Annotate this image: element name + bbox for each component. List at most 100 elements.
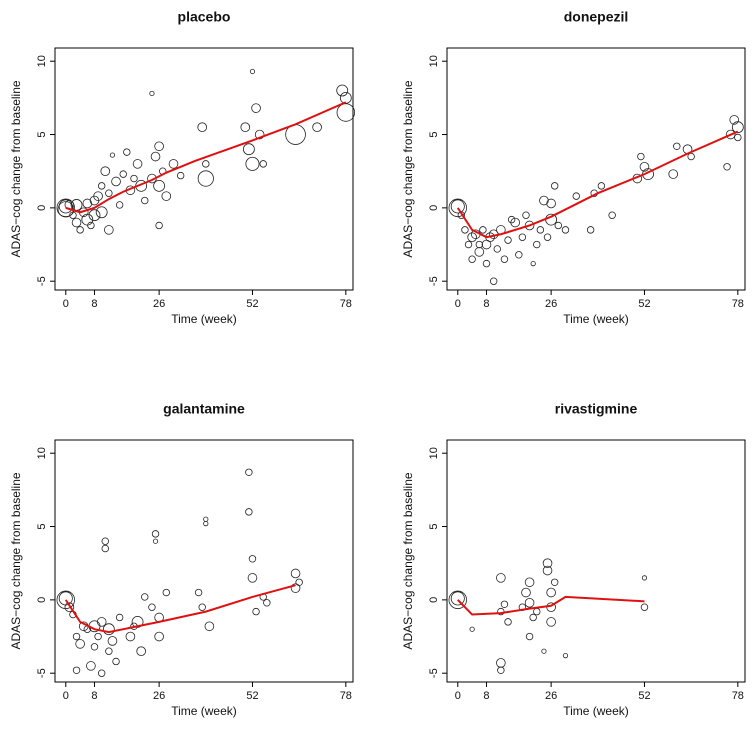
bubble <box>90 643 99 651</box>
bubble <box>251 103 261 113</box>
bubble <box>290 583 301 593</box>
bubble <box>524 577 535 588</box>
bubble <box>198 603 206 611</box>
panel: galantamine 0 8 26 52 78 -5 0 5 10 Time (week) ADAS… <box>9 401 354 718</box>
bubble <box>493 245 501 253</box>
bubble <box>448 198 467 218</box>
y-tick-label: -5 <box>36 668 48 678</box>
bubble <box>132 159 143 169</box>
bubble <box>551 578 559 586</box>
bubble <box>245 508 253 516</box>
plot-frame <box>54 47 354 291</box>
panel: rivastigmine 0 8 26 52 78 -5 0 5 10 Time (week) ADA… <box>401 401 746 718</box>
bubble <box>562 652 569 659</box>
bubble <box>123 148 131 156</box>
y-tick-label: -5 <box>428 668 440 678</box>
bubble <box>687 152 695 161</box>
bubble <box>450 199 465 214</box>
bubble <box>101 544 109 553</box>
panel: placebo 0 8 26 52 78 -5 0 5 10 Time (week) ADAS−cog… <box>9 9 356 326</box>
y-tick-label: -5 <box>428 276 440 286</box>
y-tick-label: 10 <box>428 55 440 67</box>
bubble <box>450 591 465 606</box>
bubble <box>673 142 681 150</box>
bubble <box>149 90 155 97</box>
x-tick-label: 26 <box>153 690 165 702</box>
bubble <box>336 103 356 122</box>
bubble <box>248 555 257 563</box>
bubble <box>637 152 645 161</box>
bubble <box>474 247 485 257</box>
bubble <box>533 240 541 249</box>
x-tick-label: 26 <box>545 690 557 702</box>
bubble <box>263 599 271 607</box>
bubble <box>507 215 516 224</box>
chart-title: placebo <box>178 9 231 25</box>
bubble <box>542 558 553 568</box>
x-tick-label: 8 <box>483 298 489 310</box>
bubble <box>475 240 484 249</box>
trend-line <box>456 130 739 239</box>
y-axis-label: ADAS−cog change from baseline <box>401 472 415 649</box>
bubble <box>154 141 164 152</box>
bubble <box>467 232 477 243</box>
bubble <box>101 537 109 545</box>
bubble <box>70 199 83 211</box>
bubble <box>500 255 509 263</box>
bubble <box>154 631 164 642</box>
bubble <box>546 587 556 598</box>
chart-title: rivastigmine <box>555 401 638 417</box>
x-tick-label: 0 <box>63 298 69 310</box>
plot-frame <box>446 439 746 683</box>
y-tick-label: 5 <box>428 523 440 529</box>
bubble <box>668 169 678 179</box>
bubble <box>572 192 580 200</box>
bubble <box>608 211 616 219</box>
panel: donepezil 0 8 26 52 78 -5 0 5 10 Time (week) ADAS−c… <box>401 9 746 326</box>
bubble <box>529 613 537 622</box>
bubble <box>107 636 118 646</box>
bubble <box>148 603 156 611</box>
bubble <box>104 225 114 235</box>
x-tick-label: 8 <box>91 298 97 310</box>
bubble <box>131 615 144 628</box>
plot-frame <box>54 439 354 683</box>
bubble <box>115 201 124 209</box>
bubble <box>504 618 512 626</box>
bubble <box>87 221 95 230</box>
bubble <box>254 129 265 140</box>
bubble <box>496 658 506 668</box>
bubble <box>111 176 121 187</box>
bubble <box>723 163 731 171</box>
x-tick-label: 26 <box>545 298 557 310</box>
bubble <box>524 597 535 608</box>
bubble <box>734 133 742 142</box>
bubble <box>105 189 113 197</box>
bubble <box>112 657 120 666</box>
x-tick-label: 78 <box>732 690 744 702</box>
y-tick-label: 5 <box>36 523 48 529</box>
bubble <box>240 122 251 132</box>
bubble <box>152 538 159 544</box>
bubble <box>96 617 107 627</box>
bubble <box>295 578 303 586</box>
bubble <box>72 632 81 641</box>
bubble <box>150 151 161 162</box>
bubble <box>536 226 545 234</box>
bubble <box>461 226 469 234</box>
bubble <box>141 593 149 601</box>
y-tick-label: 5 <box>428 131 440 137</box>
bubble <box>194 588 203 597</box>
bubble <box>151 530 160 538</box>
bubble <box>641 575 648 581</box>
chart-title: galantamine <box>163 401 245 417</box>
x-tick-label: 26 <box>153 298 165 310</box>
trend-line <box>65 101 347 214</box>
y-tick-label: 10 <box>36 447 48 459</box>
x-axis-label: Time (week) <box>171 704 237 718</box>
bubble <box>551 182 559 190</box>
bubble <box>58 199 73 214</box>
bubble <box>482 259 491 268</box>
x-tick-label: 52 <box>246 298 258 310</box>
y-axis-label: ADAS−cog change from baseline <box>401 80 415 257</box>
